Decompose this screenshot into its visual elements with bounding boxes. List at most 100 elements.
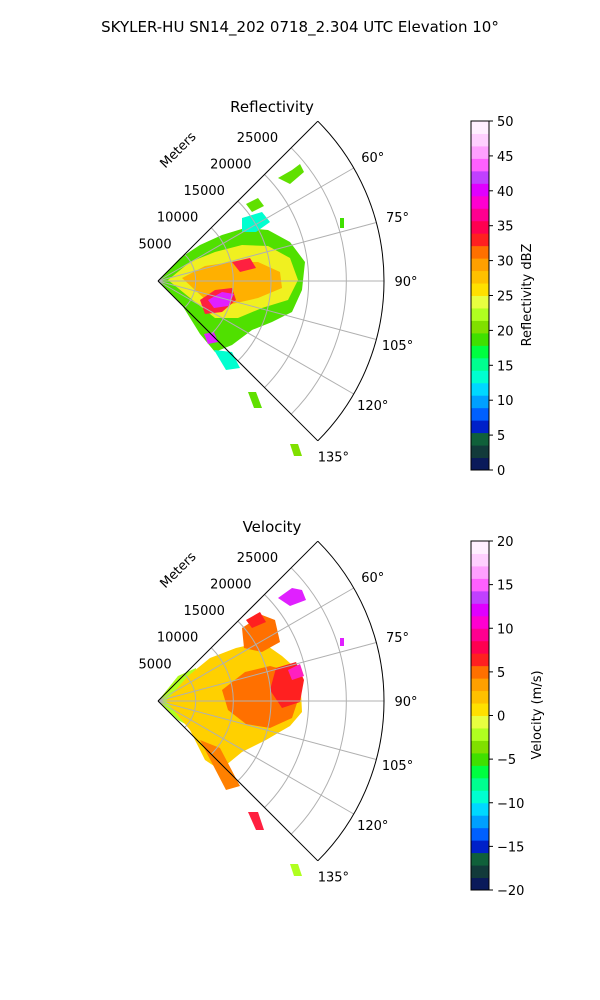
velocity-title: Velocity — [243, 518, 302, 536]
sector-outer-arc — [317, 120, 385, 442]
colorbar-tick-label: 30 — [497, 255, 514, 270]
echo-velocity-magenta-east — [288, 664, 304, 680]
colorbar-swatch — [471, 565, 489, 579]
colorbar-swatch — [471, 653, 489, 667]
colorbar-swatch — [471, 145, 489, 159]
colorbar-swatch — [471, 790, 489, 804]
range-tick-label: 25000 — [237, 131, 278, 146]
velocity-colorbar-label: Velocity (m/s) — [530, 670, 545, 759]
sector-edge-start — [157, 120, 319, 282]
figure-title: SKYLER-HU SN14_202 0718_2.304 UTC Elevat… — [101, 18, 499, 37]
azimuth-tick-label: 90° — [394, 695, 417, 710]
colorbar-swatch — [471, 270, 489, 284]
range-tick-label: 5000 — [139, 657, 172, 672]
colorbar-swatch — [471, 603, 489, 617]
azimuth-tick-label: 105° — [382, 339, 413, 354]
colorbar-swatch — [471, 715, 489, 729]
colorbar-tick-label: 10 — [497, 394, 514, 409]
colorbar-swatch — [471, 590, 489, 604]
colorbar-swatch — [471, 865, 489, 879]
velocity-panel: Velocity 5000 10000 15000 20000 25000 60° 75°… — [139, 518, 545, 899]
reflectivity-panel: Reflectivity 5000 10000 15000 20000 25000 60… — [139, 98, 535, 479]
colorbar-tick-label: −5 — [497, 753, 516, 768]
colorbar-swatch — [471, 208, 489, 222]
colorbar-swatch — [471, 133, 489, 147]
sector-edge-end — [157, 700, 319, 862]
velocity-range-axis-label: Meters — [158, 549, 200, 591]
azimuth-spoke-105 — [157, 280, 377, 340]
colorbar-swatch — [471, 802, 489, 816]
azimuth-tick-label: 90° — [394, 275, 417, 290]
azimuth-tick-label: 120° — [357, 819, 388, 834]
colorbar-tick-label: −10 — [497, 797, 524, 812]
azimuth-spoke-120 — [157, 700, 354, 815]
colorbar-swatch — [471, 407, 489, 421]
azimuth-spoke-75 — [157, 222, 377, 282]
echo-small-red-north — [232, 258, 256, 272]
colorbar-tick-label: 40 — [497, 185, 514, 200]
reflectivity-frame — [157, 120, 385, 442]
reflectivity-range-axis-label: Meters — [158, 129, 200, 171]
colorbar-tick-label: 5 — [497, 666, 505, 681]
colorbar-tick-label: 20 — [497, 324, 514, 339]
colorbar-swatch — [471, 220, 489, 234]
echo-cyan-fringe-north — [242, 212, 270, 232]
azimuth-tick-label: 135° — [318, 450, 349, 465]
range-tick-label: 15000 — [184, 604, 225, 619]
colorbar-swatch — [471, 320, 489, 334]
colorbar-swatch — [471, 233, 489, 247]
azimuth-tick-label: 60° — [361, 571, 384, 586]
colorbar-tick-label: 20 — [497, 535, 514, 550]
colorbar-swatch — [471, 370, 489, 384]
colorbar-swatch — [471, 395, 489, 409]
azimuth-spoke-60 — [157, 587, 354, 702]
reflectivity-colorbar-label: Reflectivity dBZ — [520, 244, 535, 347]
colorbar-swatch — [471, 258, 489, 272]
colorbar-swatch — [471, 852, 489, 866]
colorbar-swatch — [471, 432, 489, 446]
echo-core-magenta — [208, 292, 234, 308]
sector-outer-arc — [317, 540, 385, 862]
echo-velocity-red-south — [248, 812, 264, 830]
colorbar-swatch — [471, 307, 489, 321]
colorbar-tick-label: 45 — [497, 150, 514, 165]
echo-core-orange — [182, 262, 282, 304]
velocity-grid — [157, 567, 384, 835]
colorbar-swatch — [471, 777, 489, 791]
range-tick-label: 10000 — [157, 631, 198, 646]
colorbar-swatch — [471, 615, 489, 629]
azimuth-tick-label: 75° — [386, 631, 409, 646]
azimuth-tick-label: 135° — [318, 870, 349, 885]
colorbar-swatch — [471, 457, 489, 471]
azimuth-spoke-75 — [157, 642, 377, 702]
colorbar-tick-label: −15 — [497, 840, 524, 855]
colorbar-swatch — [471, 827, 489, 841]
colorbar-tick-label: 35 — [497, 220, 514, 235]
echo-cyan-fringe-south — [214, 350, 240, 370]
range-tick-label: 20000 — [210, 577, 251, 592]
range-tick-label: 25000 — [237, 551, 278, 566]
colorbar-swatch — [471, 445, 489, 459]
colorbar-swatch — [471, 752, 489, 766]
colorbar-tick-label: 15 — [497, 359, 514, 374]
colorbar-swatch — [471, 158, 489, 172]
range-tick-label: 20000 — [210, 157, 251, 172]
colorbar-swatch — [471, 295, 489, 309]
colorbar-tick-label: 5 — [497, 429, 505, 444]
colorbar-swatch — [471, 703, 489, 716]
range-tick-label: 10000 — [157, 211, 198, 226]
sector-edge-start — [157, 540, 319, 702]
colorbar-swatch — [471, 553, 489, 567]
colorbar-swatch — [471, 578, 489, 592]
echo-cell-north-far — [278, 164, 304, 184]
colorbar-swatch — [471, 628, 489, 642]
azimuth-spoke-105 — [157, 700, 377, 760]
colorbar-swatch — [471, 382, 489, 396]
colorbar-swatch — [471, 840, 489, 854]
range-tick-label: 15000 — [184, 184, 225, 199]
azimuth-tick-label: 120° — [357, 399, 388, 414]
colorbar-tick-label: 25 — [497, 290, 514, 305]
colorbar-swatch — [471, 195, 489, 209]
echo-velocity-magenta-far-east — [340, 638, 344, 646]
velocity-frame — [157, 540, 385, 862]
